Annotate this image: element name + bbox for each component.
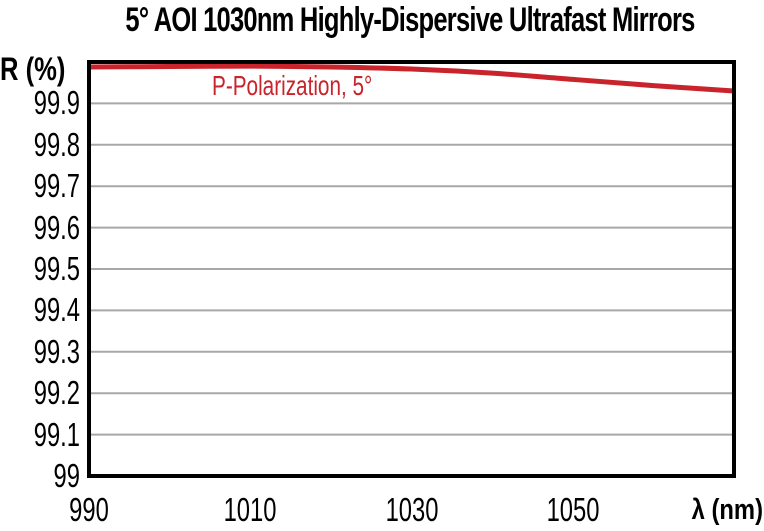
y-tick-label: 99.1 bbox=[33, 415, 80, 453]
chart-title: 5° AOI 1030nm Highly-Dispersive Ultrafas… bbox=[125, 1, 695, 39]
y-tick-label: 99.4 bbox=[33, 291, 80, 329]
plot-frame bbox=[87, 60, 736, 478]
y-tick-label: 99.9 bbox=[33, 84, 80, 122]
y-tick-label: 99.8 bbox=[33, 125, 80, 163]
y-tick-label: 99.7 bbox=[33, 167, 80, 205]
gridlines bbox=[89, 102, 734, 436]
x-tick-label: 1050 bbox=[546, 491, 600, 528]
x-tick-label: 1010 bbox=[223, 491, 277, 528]
y-tick-label: 99 bbox=[53, 457, 80, 494]
y-axis-label: R (%) bbox=[0, 51, 66, 87]
x-tick-label: 1030 bbox=[385, 491, 438, 528]
y-tick-label: 99.5 bbox=[33, 250, 80, 287]
y-tick-label: 99.3 bbox=[33, 332, 80, 370]
p-polarization-curve bbox=[88, 63, 735, 94]
y-tick-label: 99.6 bbox=[33, 208, 80, 246]
x-axis-label: λ (nm) bbox=[691, 494, 763, 526]
plot-area bbox=[87, 60, 736, 478]
x-tick-label: 990 bbox=[69, 491, 109, 528]
y-tick-label: 99.2 bbox=[33, 374, 80, 412]
legend-p-polarization: P-Polarization, 5° bbox=[212, 70, 373, 101]
